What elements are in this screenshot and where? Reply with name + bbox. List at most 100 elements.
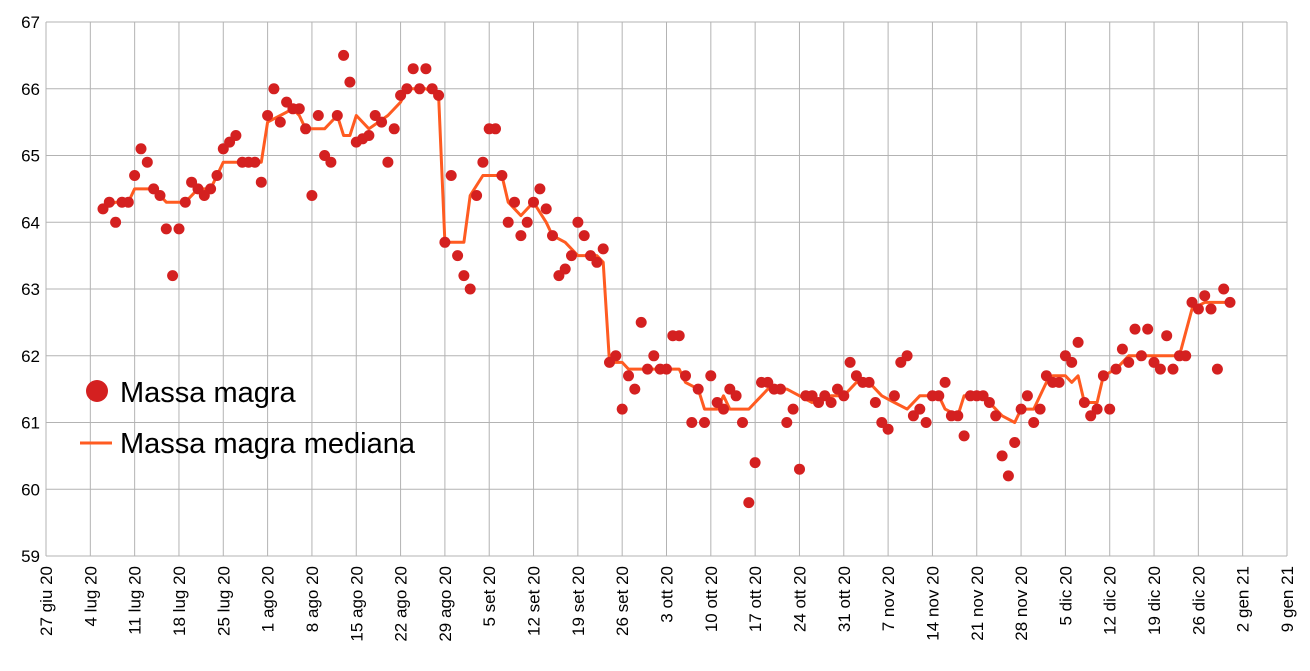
data-point: [787, 403, 799, 415]
legend-marker-massa-magra: [86, 380, 108, 402]
data-point: [433, 89, 445, 101]
data-point: [616, 403, 628, 415]
grid-lines: [45, 21, 1288, 557]
data-point: [1154, 363, 1166, 375]
data-point: [749, 457, 761, 469]
data-point: [686, 417, 698, 428]
data-point: [414, 83, 426, 95]
x-tick-label: 22 ago 20: [392, 566, 411, 642]
x-tick-label: 5 dic 20: [1056, 566, 1075, 626]
data-point: [1142, 323, 1154, 335]
data-point: [268, 83, 280, 95]
data-point: [300, 123, 312, 135]
x-tick-label: 28 nov 20: [1012, 566, 1031, 641]
data-point: [1091, 403, 1103, 415]
data-point: [205, 183, 217, 195]
data-point: [1224, 296, 1236, 308]
data-point: [1192, 303, 1204, 315]
x-tick-label: 26 dic 20: [1189, 566, 1208, 635]
y-tick-label: 59: [21, 547, 40, 566]
data-point: [629, 383, 641, 395]
data-point: [496, 170, 508, 181]
y-axis-ticks: 59 60 61 62 63 64 65 66 67: [21, 13, 40, 566]
data-point: [502, 216, 514, 228]
data-point: [794, 463, 805, 475]
data-point: [262, 110, 274, 121]
data-point: [882, 423, 894, 435]
data-point: [306, 190, 318, 201]
data-point: [1002, 470, 1014, 482]
data-point: [996, 450, 1008, 462]
data-point: [452, 250, 464, 262]
data-point: [1129, 323, 1141, 335]
data-point: [730, 390, 742, 402]
data-point: [572, 216, 584, 228]
data-point: [540, 203, 552, 215]
y-tick-label: 60: [21, 480, 40, 499]
data-point: [420, 63, 432, 75]
data-point: [597, 243, 609, 255]
data-point: [1066, 356, 1078, 368]
data-point: [1161, 330, 1173, 342]
data-point: [559, 263, 571, 275]
data-point: [293, 103, 305, 115]
data-point: [1211, 363, 1223, 375]
data-point: [401, 83, 413, 95]
data-point: [578, 230, 590, 242]
data-point: [661, 363, 672, 375]
data-point: [1021, 390, 1033, 402]
data-point: [230, 130, 242, 141]
data-point: [1110, 363, 1122, 375]
data-point: [920, 417, 932, 428]
data-point: [331, 110, 343, 121]
x-tick-label: 18 lug 20: [170, 566, 189, 636]
data-point: [718, 403, 729, 415]
x-tick-label: 26 set 20: [613, 566, 632, 636]
y-tick-label: 63: [21, 280, 40, 299]
data-point: [103, 196, 115, 208]
x-tick-label: 25 lug 20: [214, 566, 233, 636]
data-point: [363, 130, 375, 141]
data-point: [914, 403, 926, 415]
data-point: [382, 156, 394, 168]
data-point: [781, 417, 793, 428]
x-tick-label: 12 dic 20: [1101, 566, 1120, 635]
data-point: [509, 196, 520, 208]
x-tick-label: 7 nov 20: [879, 566, 898, 631]
data-point: [1167, 363, 1179, 375]
y-tick-label: 66: [21, 80, 40, 99]
data-point: [154, 190, 166, 201]
data-point: [439, 236, 451, 248]
x-tick-label: 27 giu 20: [37, 566, 56, 636]
data-point: [249, 156, 261, 168]
x-tick-label: 21 nov 20: [968, 566, 987, 641]
data-point: [699, 417, 710, 428]
data-point: [844, 356, 856, 368]
data-point: [458, 270, 470, 282]
data-point: [642, 363, 653, 375]
data-point: [825, 397, 837, 408]
x-tick-label: 31 ott 20: [835, 566, 854, 632]
data-point: [388, 123, 400, 135]
data-point: [255, 176, 267, 188]
data-point: [338, 49, 350, 61]
data-point: [167, 270, 179, 282]
data-point: [1104, 403, 1116, 415]
data-point: [958, 430, 970, 442]
data-point: [376, 116, 388, 128]
y-tick-label: 62: [21, 347, 40, 366]
data-point: [160, 223, 172, 235]
data-point: [692, 383, 704, 395]
data-point: [141, 156, 153, 168]
data-point: [312, 110, 324, 121]
data-point: [623, 370, 634, 382]
data-point: [547, 230, 558, 242]
x-tick-label: 17 ott 20: [746, 566, 765, 632]
data-point: [939, 376, 951, 388]
data-point: [344, 76, 356, 88]
data-point: [1180, 350, 1192, 362]
data-point: [135, 143, 147, 155]
data-point: [933, 390, 945, 402]
data-point: [863, 376, 875, 388]
data-point: [1078, 397, 1090, 408]
